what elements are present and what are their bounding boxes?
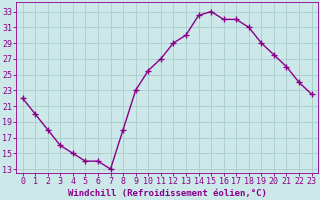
X-axis label: Windchill (Refroidissement éolien,°C): Windchill (Refroidissement éolien,°C) [68,189,267,198]
